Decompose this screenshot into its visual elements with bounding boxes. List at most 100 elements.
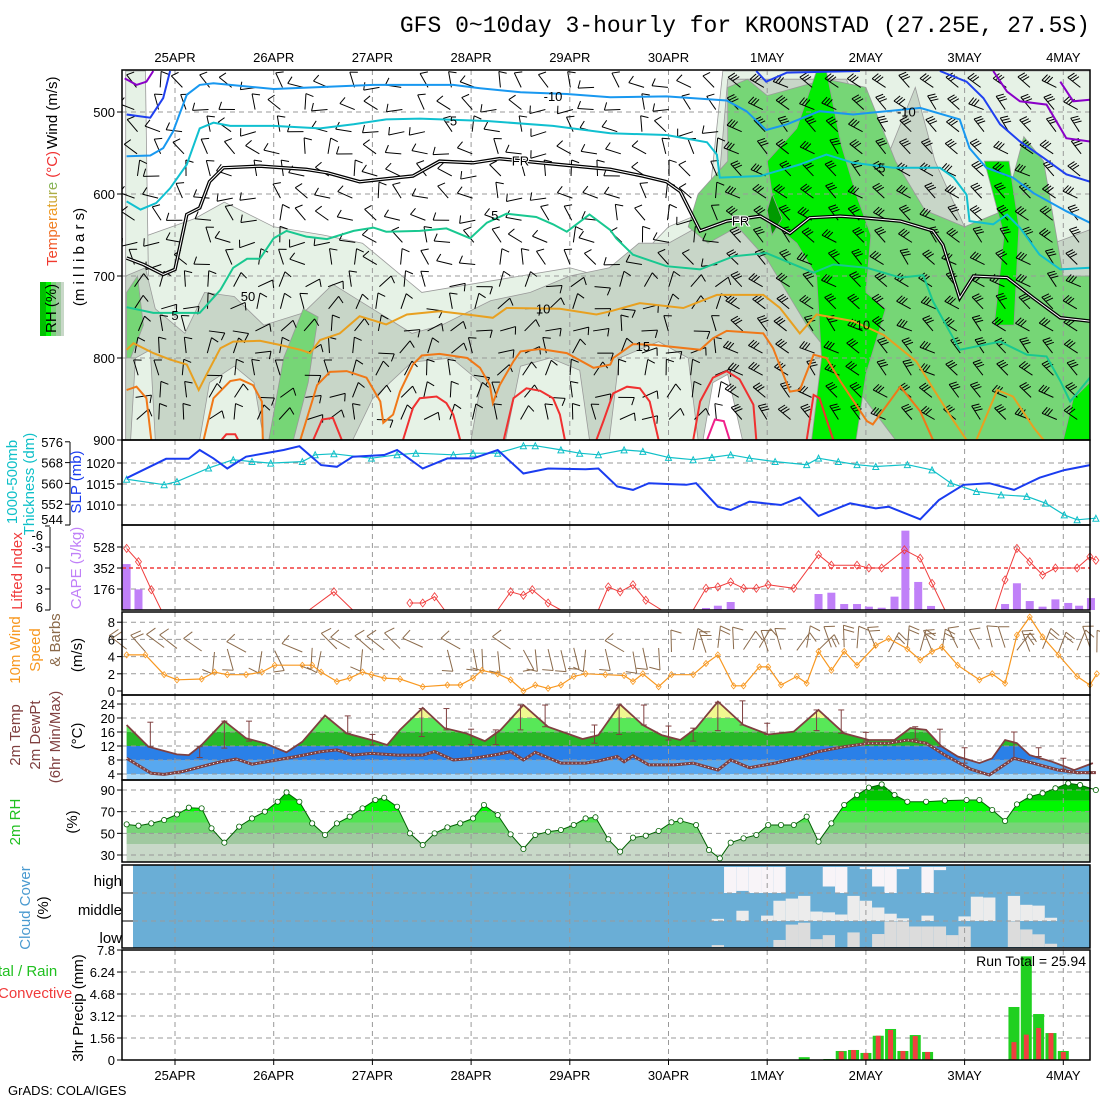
wind-barb-feather xyxy=(971,98,977,106)
wind-barb-feather xyxy=(947,140,955,146)
temperature-contour xyxy=(502,387,566,440)
date-label-top: 28APR xyxy=(450,50,491,65)
lifted-index-marker xyxy=(1092,555,1100,565)
wind-barb-feather xyxy=(329,248,338,251)
wind-barb-feather xyxy=(750,97,757,105)
cloud-low-bar xyxy=(872,934,885,947)
wind-barb-feather xyxy=(159,314,168,317)
wind-barb-feather xyxy=(489,160,497,166)
wind-barb-staff xyxy=(658,647,661,671)
wind-barb-feather xyxy=(728,207,736,213)
wind-barb-staff xyxy=(420,271,426,287)
wind-barb-feather xyxy=(1039,139,1047,146)
wind-barb-feather xyxy=(968,97,975,105)
wind-barb-feather xyxy=(872,383,880,391)
contour-label: FR xyxy=(512,154,529,169)
wind-barb-staff xyxy=(690,359,694,376)
wind-barb-feather xyxy=(273,669,285,673)
wind-barb-feather xyxy=(1070,363,1079,368)
wind-barb-feather xyxy=(1021,629,1033,632)
wind-barb-feather xyxy=(123,139,132,145)
thickness-marker xyxy=(173,477,181,486)
wind-barb-feather xyxy=(750,340,758,348)
wind-barb-staff xyxy=(278,249,284,265)
wind-barb-staff xyxy=(799,299,814,310)
wind-barb-feather xyxy=(998,143,1005,150)
cape-bar xyxy=(1064,602,1073,610)
wind-barb-feather xyxy=(1071,208,1080,213)
wind-barb-staff xyxy=(730,319,744,332)
wind-barb-feather xyxy=(306,666,317,674)
wind-barb-feather xyxy=(112,631,122,639)
rh-marker xyxy=(989,806,996,813)
wind-barb-staff xyxy=(437,167,453,177)
wind-speed-marker xyxy=(639,670,646,678)
wind-barb-staff xyxy=(920,301,936,310)
thickness-marker xyxy=(122,475,131,483)
rh-marker xyxy=(1013,801,1020,808)
wind-barb-feather xyxy=(245,140,252,147)
wind-barb-feather xyxy=(832,142,841,146)
wind-barb-feather xyxy=(625,254,631,263)
date-label-bottom: 27APR xyxy=(352,1068,393,1083)
wind-barb-feather xyxy=(390,353,395,362)
wind-barb-feather xyxy=(971,160,979,166)
cloud-middle-bar xyxy=(711,918,724,921)
wind-barb-feather xyxy=(826,162,835,167)
wind-barb-staff xyxy=(280,319,294,332)
wind-barb-feather xyxy=(130,630,142,636)
wind-barb-staff xyxy=(748,278,763,288)
wind-barb-feather xyxy=(972,226,981,230)
precip-convective-bar xyxy=(851,1049,857,1060)
rh-marker xyxy=(236,823,243,830)
wind-barb-feather xyxy=(828,204,837,208)
wind-speed-marker xyxy=(470,674,477,682)
wind-barb-staff xyxy=(123,143,138,155)
thickness-marker xyxy=(594,450,603,459)
wind-barb-feather xyxy=(599,669,611,672)
thickness-marker xyxy=(229,455,238,464)
wind-barb-feather xyxy=(799,253,806,261)
wind-barb-staff xyxy=(143,241,160,247)
date-label-top: 30APR xyxy=(648,50,689,65)
wind-speed-line xyxy=(126,615,1098,692)
wind-barb-staff xyxy=(825,185,837,199)
wind-barb-staff xyxy=(474,293,480,309)
wind-barb-feather xyxy=(972,184,981,189)
wind-speed-marker xyxy=(602,671,609,679)
rh-marker xyxy=(394,803,401,810)
wind-barb-feather xyxy=(1067,251,1076,256)
wind-barb-feather xyxy=(364,204,372,210)
wind-barb-feather xyxy=(922,364,928,371)
wind-barb-staff xyxy=(329,392,346,398)
rh-marker xyxy=(198,805,205,812)
wind-barb-feather xyxy=(251,358,260,362)
wind-barb-feather xyxy=(758,317,767,321)
wind-barb-feather xyxy=(729,120,736,127)
wind-barb-staff xyxy=(728,368,744,376)
wind-barb-feather xyxy=(489,286,493,295)
wind-barb-feather xyxy=(775,185,783,192)
wind-barb-feather xyxy=(314,187,319,196)
wind-barb-staff xyxy=(641,415,658,420)
wind-barb-staff xyxy=(484,214,500,221)
wind-barb-staff xyxy=(901,407,913,420)
wind-barb-feather xyxy=(851,297,860,303)
date-label-top: 4MAY xyxy=(1046,50,1081,65)
wind-barb-staff xyxy=(447,359,451,376)
wind-barb-feather xyxy=(384,144,389,153)
rh-band xyxy=(126,822,1090,834)
wind-barb-staff xyxy=(717,625,721,648)
y-tick-label: 8 xyxy=(108,615,115,630)
rh-marker xyxy=(790,822,797,829)
wind-barb-feather xyxy=(615,203,624,207)
thickness-marker xyxy=(745,454,754,462)
wind-barb-feather xyxy=(832,253,840,258)
wind-barb-staff xyxy=(233,403,237,420)
wind-barb-feather xyxy=(876,186,885,192)
wind-barb-staff xyxy=(233,272,242,287)
wind-barb-feather xyxy=(411,143,417,151)
wind-barb-staff xyxy=(133,359,139,376)
temperature-contour xyxy=(706,418,731,440)
wind-barb-staff xyxy=(995,295,1006,310)
